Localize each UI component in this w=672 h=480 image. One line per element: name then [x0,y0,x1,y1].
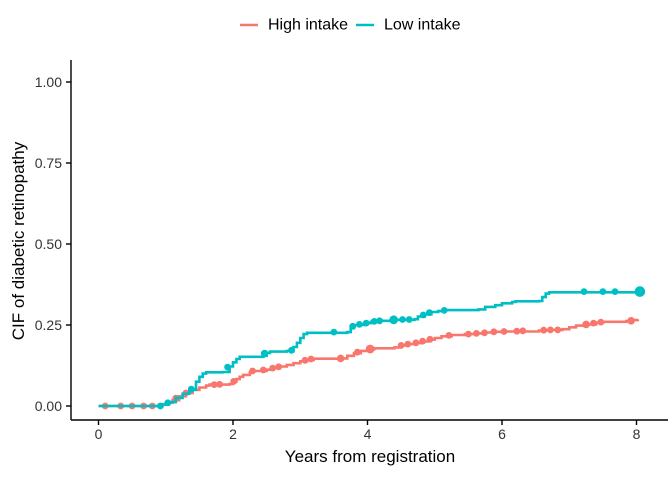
censor-marker-high-intake [465,330,472,338]
censor-marker-high-intake [404,340,412,348]
censor-marker-high-intake [582,320,590,329]
censor-marker-high-intake [307,355,315,363]
censor-marker-low-intake [224,363,232,371]
x-axis-ticks: 0 2 4 6 8 [95,420,641,442]
x-tick-label: 2 [229,426,237,442]
y-axis-ticks: 0.00 0.25 0.50 0.75 1.00 [35,74,71,414]
y-tick-label: 1.00 [35,74,62,90]
censor-marker-low-intake [580,288,588,295]
censor-marker-high-intake [500,328,508,335]
y-tick-label: 0.75 [35,155,62,171]
censor-marker-high-intake [365,344,375,354]
censor-marker-high-intake [354,348,361,356]
censor-marker-low-intake [157,402,164,410]
censor-marker-high-intake [275,363,283,371]
censor-marker-high-intake [301,356,309,364]
y-axis-title: CIF of diabetic retinopathy [9,141,28,340]
x-tick-label: 6 [498,426,506,442]
censor-marker-low-intake [389,315,399,325]
censor-marker-high-intake [513,327,521,335]
censor-marker-low-intake [260,349,269,358]
censor-marker-low-intake [356,321,363,328]
censor-marker-low-intake [164,399,172,407]
series-high-intake [98,317,640,410]
censor-marker-low-intake [370,318,378,325]
censor-marker-high-intake [216,380,224,388]
cif-curve-low-intake [98,291,642,408]
censor-marker-low-intake [330,328,338,336]
censor-marker-high-intake [627,317,635,325]
censor-marker-high-intake [210,381,218,388]
censor-marker-high-intake [397,342,405,349]
censor-marker-low-intake [349,322,357,330]
censor-marker-high-intake [412,339,420,347]
censor-marker-low-intake [611,288,619,295]
censor-marker-high-intake [554,326,562,334]
y-tick-label: 0.50 [35,236,62,252]
censor-marker-high-intake [259,366,267,374]
legend-label-high-intake: High intake [268,17,348,34]
y-tick-label: 0.25 [35,317,62,333]
censor-marker-high-intake [547,326,554,334]
censor-marker-high-intake [426,335,434,343]
censor-marker-low-intake [187,385,195,393]
series-low-intake [98,286,646,410]
censor-marker-low-intake [440,307,448,314]
legend: High intake Low intake [240,17,461,34]
data-series-layer [98,286,646,410]
censor-marker-high-intake [519,327,527,335]
censor-marker-high-intake [597,318,605,326]
censor-marker-low-intake [362,319,370,327]
censor-marker-high-intake [445,332,453,339]
censor-marker-high-intake [419,337,426,345]
censor-marker-high-intake [540,326,548,334]
legend-label-low-intake: Low intake [384,17,461,34]
y-tick-label: 0.00 [35,398,62,414]
censor-marker-high-intake [481,329,488,337]
censor-marker-high-intake [590,319,597,327]
censor-marker-high-intake [230,378,238,385]
censor-marker-high-intake [249,367,256,375]
censor-marker-low-intake [426,309,433,317]
censor-marker-low-intake [634,286,646,297]
censor-marker-low-intake [405,316,413,323]
x-tick-label: 8 [633,426,641,442]
censor-marker-low-intake [376,317,383,325]
x-tick-label: 4 [364,426,372,442]
censor-marker-high-intake [336,354,345,363]
censor-marker-high-intake [269,364,277,372]
censor-marker-low-intake [399,316,406,323]
censor-marker-high-intake [490,328,498,336]
censor-marker-low-intake [288,346,295,354]
censor-marker-low-intake [599,288,607,295]
x-tick-label: 0 [95,426,103,442]
censor-marker-high-intake [473,330,480,337]
x-axis-title: Years from registration [285,447,455,466]
censor-marker-low-intake [419,311,427,319]
